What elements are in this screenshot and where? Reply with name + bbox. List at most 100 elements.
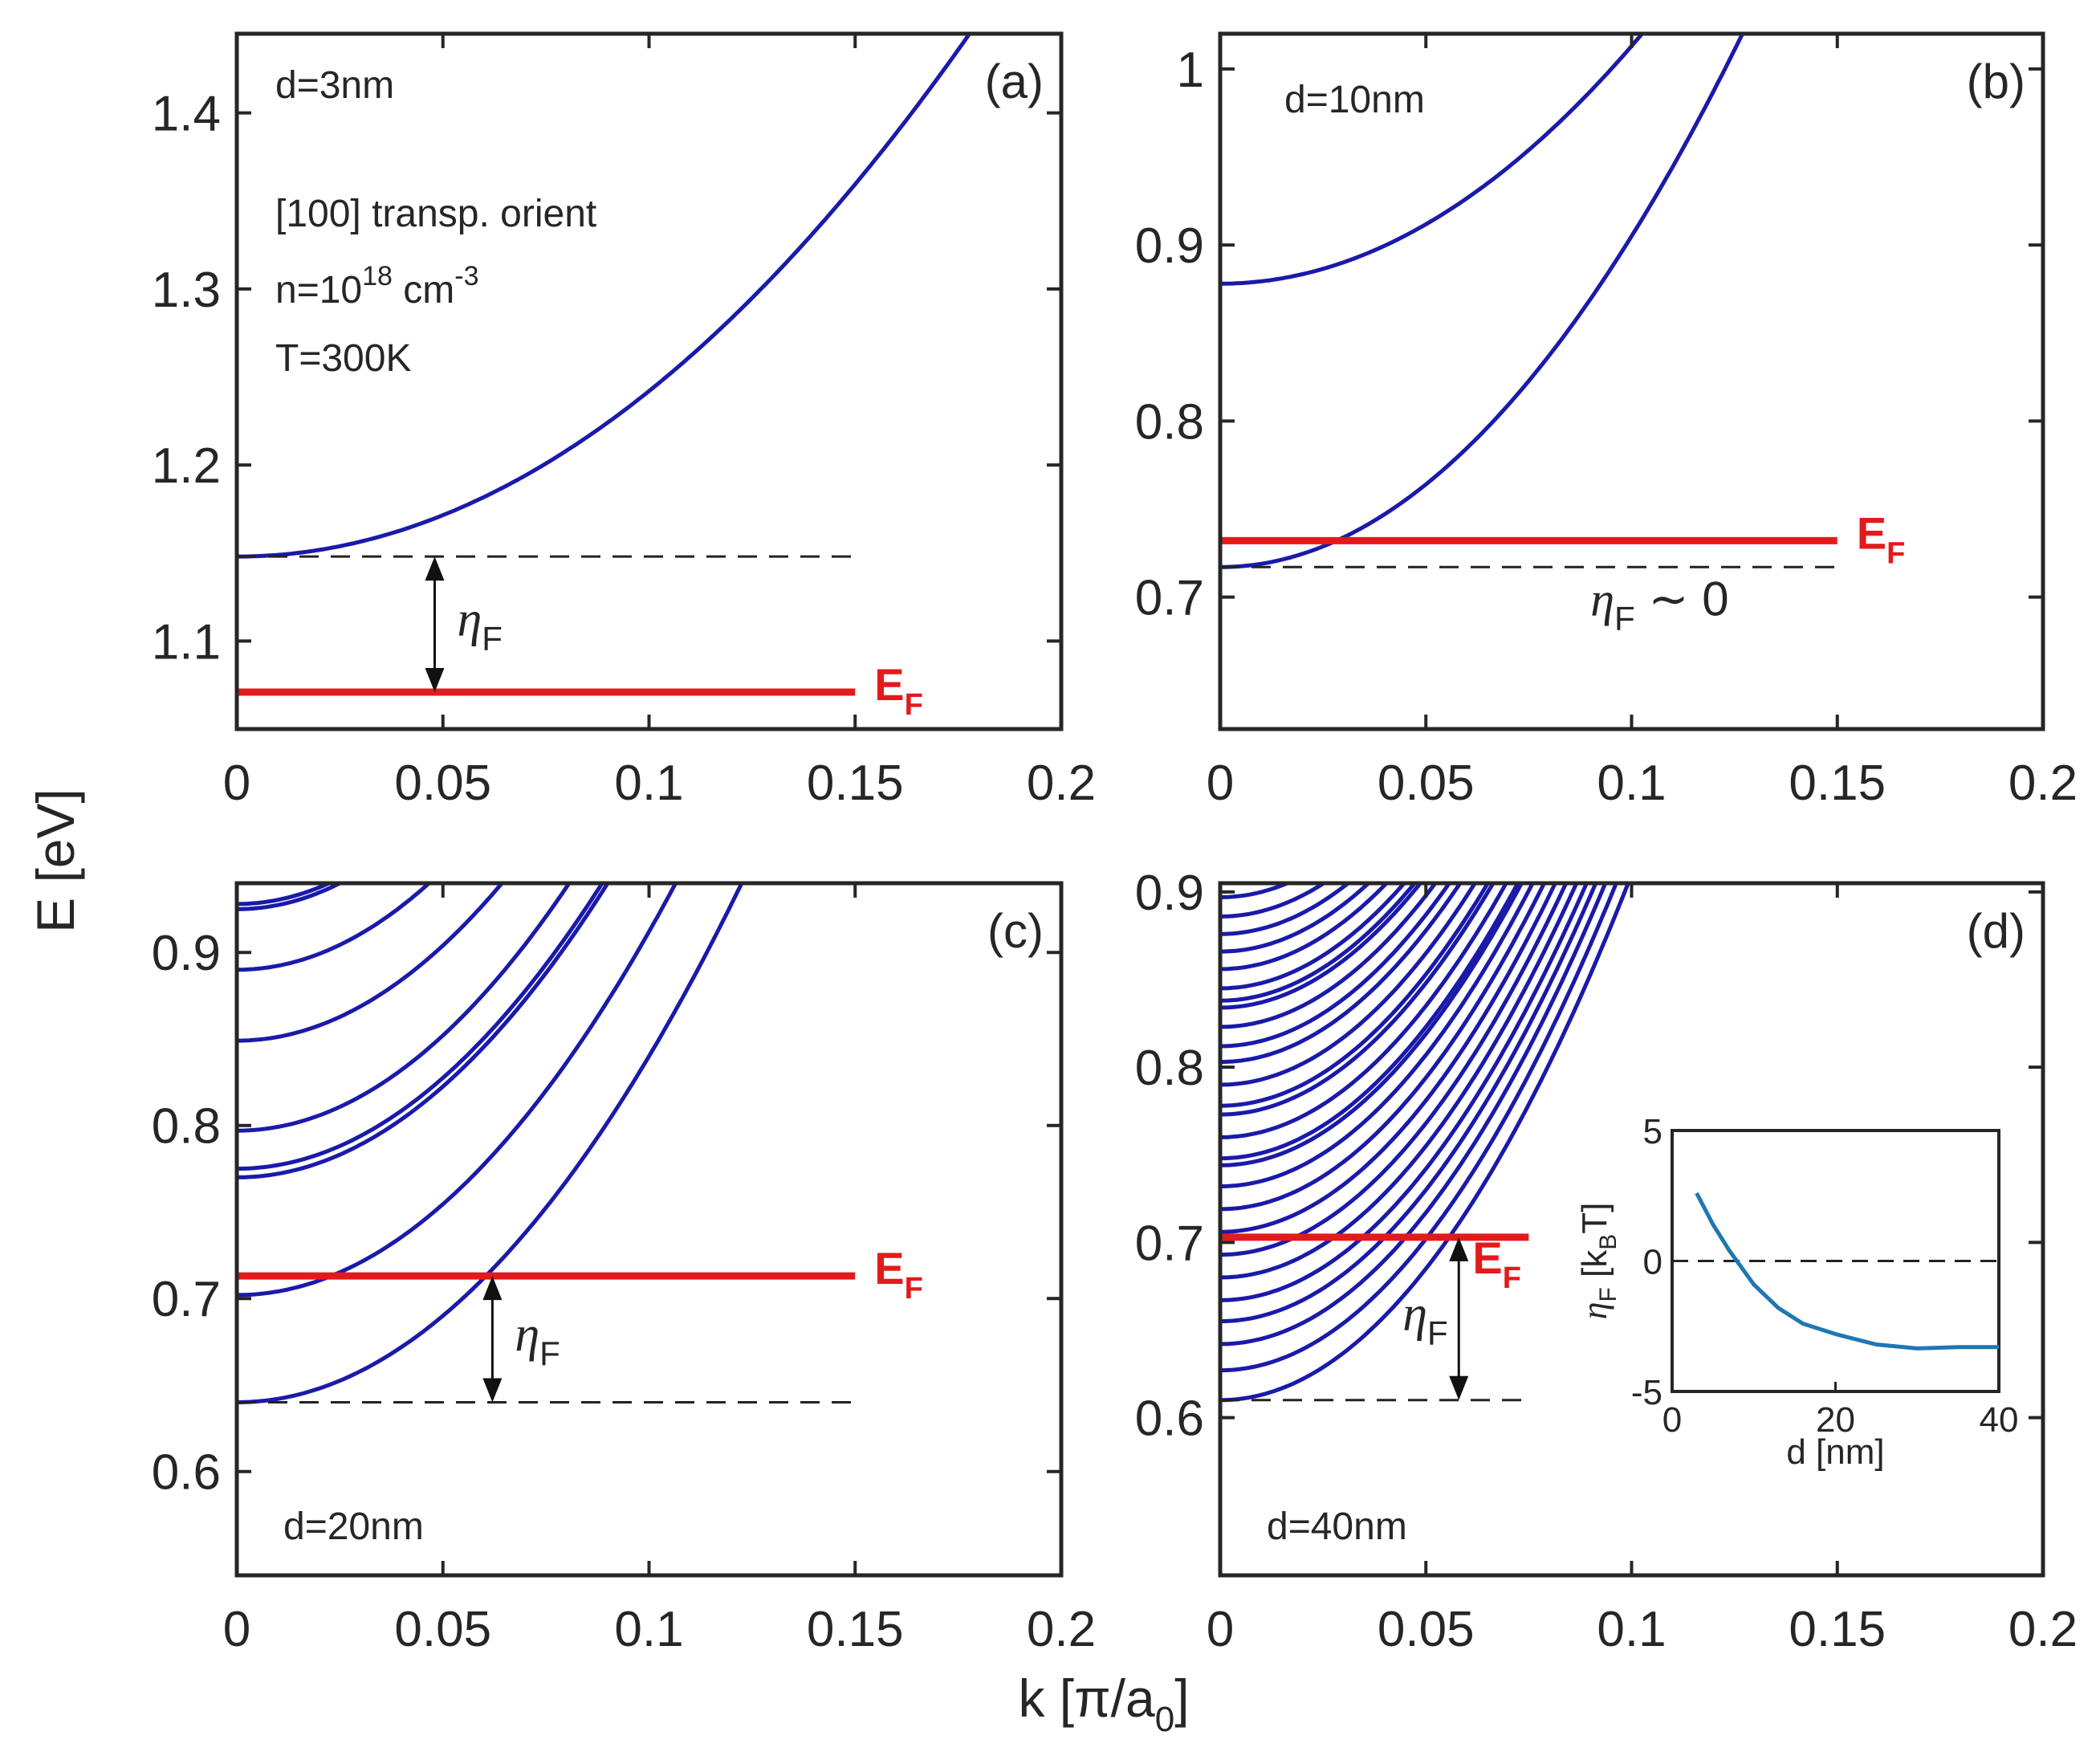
annotation-thickness: d=10nm [1284,79,1425,121]
x-tick-label: 0.1 [1597,756,1666,811]
x-tick-label: 0 [223,756,250,811]
band-line [237,883,334,906]
band-line [237,883,572,1133]
y-axis-label: E [eV] [26,788,85,933]
band-line [1220,883,1463,1065]
inset-series-line [1695,1192,1999,1351]
y-tick-label: 0.9 [152,926,221,981]
panel-label: (b) [1967,55,2025,108]
plot-area [1220,883,1630,1403]
eta-arrow-head [1449,1236,1469,1261]
eta-arrow-head [425,667,445,692]
annotation-thickness: d=3nm [275,64,394,107]
band-line [237,883,678,1298]
band-line [1220,34,1745,569]
x-tick-label: 0.2 [2008,1602,2078,1657]
x-tick-label: 0.2 [1027,1602,1096,1657]
panel-a: 0 0.05 0.1 0.15 0.2 1.1 1.2 1.3 1.4 (a) EF ηF d=3nm [… [152,31,1096,811]
fermi-label: EF [874,1243,923,1306]
annotation-orientation: [100] transp. orient [275,193,596,235]
band-line [237,883,605,1171]
x-tick-label: 0.2 [1027,756,1096,811]
x-tick-label: 0 [223,1602,250,1657]
inset-y-axis-label: ηF [kBT] [1575,1203,1622,1320]
fermi-label: EF [1472,1232,1521,1295]
plot-area [237,34,972,696]
band-line [1220,883,1328,919]
inset-x-axis-label: d [nm] [1786,1432,1884,1472]
band-line [237,34,972,559]
band-line [1220,883,1524,1167]
band-line [1220,883,1547,1212]
band-line [237,883,344,911]
band-line [1220,883,1352,936]
x-tick-label: 0.1 [614,1602,683,1657]
eta-label: ηF [457,593,502,658]
y-tick-label: 1.4 [152,87,221,142]
annotation-thickness: d=40nm [1267,1505,1407,1548]
y-tick-label: 0.8 [1135,394,1204,450]
y-tick-label: 1.2 [152,438,221,494]
band-line [1220,883,1496,1117]
y-tick-label: 0.8 [1135,1041,1204,1096]
x-tick-label: 0 [1207,756,1234,811]
y-tick-label: 0.6 [152,1445,221,1501]
band-line [1220,883,1372,954]
y-tick-label: 0.7 [1135,571,1204,626]
x-tick-label: 0.05 [1378,1602,1475,1657]
band-line [1220,883,1558,1234]
fermi-label: EF [874,659,923,722]
band-line [1220,883,1536,1188]
x-tick-label: 0.15 [1789,1602,1886,1657]
band-line [1220,883,1598,1324]
eta-arrow-head [482,1276,503,1301]
inset-y-tick-label: 0 [1643,1243,1662,1282]
band-line [1220,883,1423,1010]
band-line [237,883,744,1404]
y-tick-label: 0.9 [1135,866,1204,921]
plot-area [237,883,856,1404]
band-line [1220,883,1589,1302]
band-line [237,883,433,972]
band-line [1220,883,1478,1087]
eta-arrow-head [1449,1375,1469,1400]
panel-label: (a) [985,55,1044,108]
band-line [1220,883,1579,1280]
x-tick-label: 0.05 [1378,756,1475,811]
band-line [1220,34,1645,286]
x-tick-label: 0.15 [807,756,904,811]
band-line [1220,883,1407,991]
y-tick-label: 1.1 [152,614,221,670]
inset-x-tick-label: 0 [1662,1400,1682,1440]
eta-label: ηF [515,1307,560,1372]
panel-d: 0 0.05 0.1 0.15 0.2 0.6 0.7 0.8 0.9 (d) EF ηF d=40nm [1135,866,2078,1657]
eta-label: ηF ∼ 0 [1590,572,1728,637]
band-line [1220,883,1630,1403]
band-line [1220,883,1439,1029]
x-tick-label: 0.05 [394,1602,491,1657]
panel-b: 0 0.05 0.1 0.15 0.2 0.7 0.8 0.9 1 (b) EF ηF ∼ 0 d=10… [1135,31,2078,811]
x-tick-label: 0.1 [1597,1602,1666,1657]
band-line [1220,883,1509,1139]
band-line [1220,883,1418,1003]
x-tick-label: 0.15 [1789,756,1886,811]
y-tick-label: 0.7 [1135,1216,1204,1271]
x-tick-label: 0.2 [2008,756,2078,811]
x-tick-label: 0.15 [807,1602,904,1657]
annotation-thickness: d=20nm [283,1505,424,1548]
panel-c: 0 0.05 0.1 0.15 0.2 0.6 0.7 0.8 0.9 (c) EF ηF d=20nm [152,881,1096,1657]
inset-x-tick-label: 40 [1980,1400,2019,1440]
band-line [1220,883,1292,899]
eta-label: ηF [1402,1286,1447,1351]
eta-arrow-head [482,1378,503,1403]
x-axis-label: k [π/a0] [1018,1668,1189,1739]
y-tick-label: 0.7 [152,1272,221,1327]
band-line [1220,883,1491,1108]
inset-y-tick-label: 5 [1643,1112,1662,1151]
y-tick-label: 1.3 [152,263,221,318]
y-tick-label: 1 [1177,43,1204,98]
x-tick-label: 0 [1207,1602,1234,1657]
band-line [237,883,610,1179]
panel-label: (d) [1967,904,2025,958]
